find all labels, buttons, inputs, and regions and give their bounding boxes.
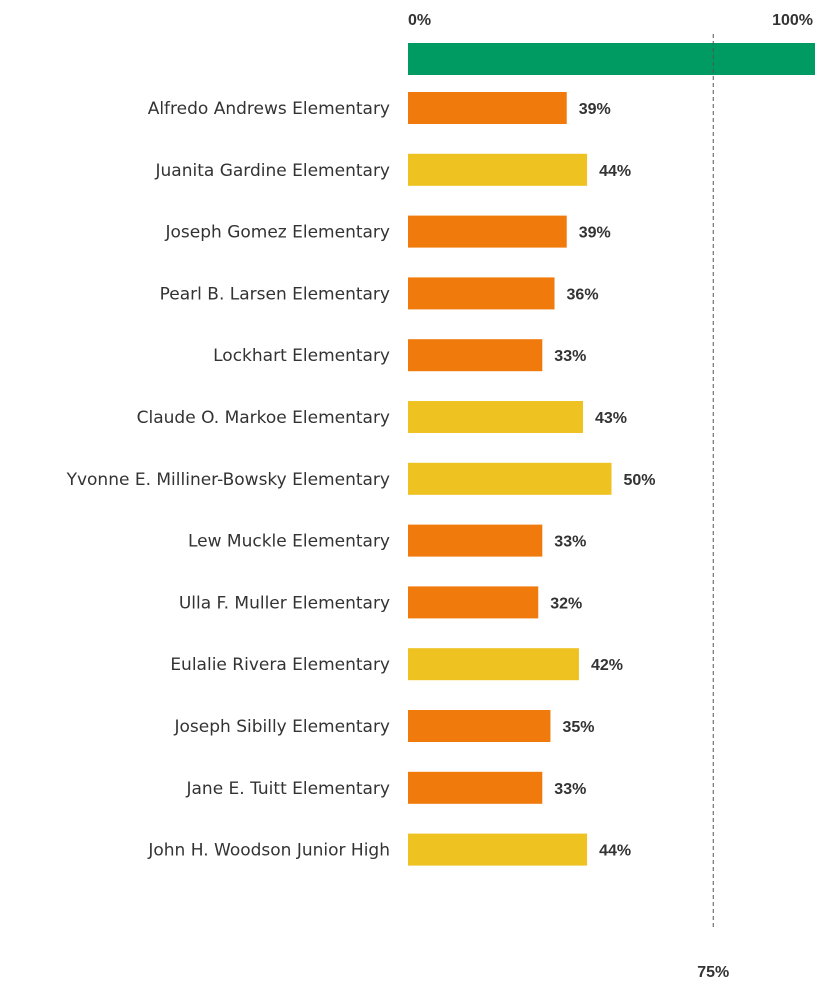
category-label: Ulla F. Muller Elementary bbox=[179, 593, 390, 613]
bar bbox=[408, 524, 543, 557]
category-label: Joseph Sibilly Elementary bbox=[174, 717, 391, 737]
value-label: 39% bbox=[579, 225, 611, 242]
value-label: 44% bbox=[599, 843, 631, 860]
value-label: 32% bbox=[550, 595, 582, 612]
category-label: Juanita Gardine Elementary bbox=[155, 161, 390, 181]
bar bbox=[408, 92, 567, 124]
category-label: Eulalie Rivera Elementary bbox=[170, 655, 390, 675]
category-label: Lockhart Elementary bbox=[213, 346, 390, 366]
value-label: 33% bbox=[554, 534, 586, 551]
category-label: Joseph Gomez Elementary bbox=[165, 223, 390, 243]
value-label: 36% bbox=[567, 286, 599, 303]
category-label: Claude O. Markoe Elementary bbox=[137, 408, 390, 428]
value-label: 33% bbox=[554, 348, 586, 365]
category-label: Alfredo Andrews Elementary bbox=[148, 99, 390, 119]
bar bbox=[408, 648, 579, 681]
category-label: Lew Muckle Elementary bbox=[188, 532, 390, 552]
value-label: 43% bbox=[595, 410, 627, 427]
bar bbox=[408, 401, 584, 433]
bar bbox=[408, 710, 551, 742]
bars-group: Alfredo Andrews Elementary 39% Juanita Gar… bbox=[66, 92, 656, 866]
bar bbox=[408, 771, 543, 804]
reference-line-label: 75% bbox=[697, 964, 729, 981]
category-label: Yvonne E. Milliner-Bowsky Elementary bbox=[66, 470, 390, 490]
bar bbox=[408, 277, 555, 310]
value-label: 33% bbox=[554, 781, 586, 798]
top-reference-bar bbox=[408, 43, 815, 75]
category-label: Jane E. Tuitt Elementary bbox=[185, 779, 390, 799]
bar bbox=[408, 339, 543, 372]
bar bbox=[408, 215, 567, 248]
value-label: 35% bbox=[562, 719, 594, 736]
value-label: 50% bbox=[624, 472, 656, 489]
category-label: John H. Woodson Junior High bbox=[147, 841, 390, 861]
bar bbox=[408, 462, 612, 495]
axis-label-max: 100% bbox=[772, 12, 813, 29]
value-label: 42% bbox=[591, 657, 623, 674]
axis-label-min: 0% bbox=[408, 12, 431, 29]
bar bbox=[408, 833, 588, 866]
category-label: Pearl B. Larsen Elementary bbox=[160, 284, 390, 304]
value-label: 44% bbox=[599, 163, 631, 180]
bar bbox=[408, 586, 539, 619]
bar bbox=[408, 153, 588, 186]
value-label: 39% bbox=[579, 101, 611, 118]
